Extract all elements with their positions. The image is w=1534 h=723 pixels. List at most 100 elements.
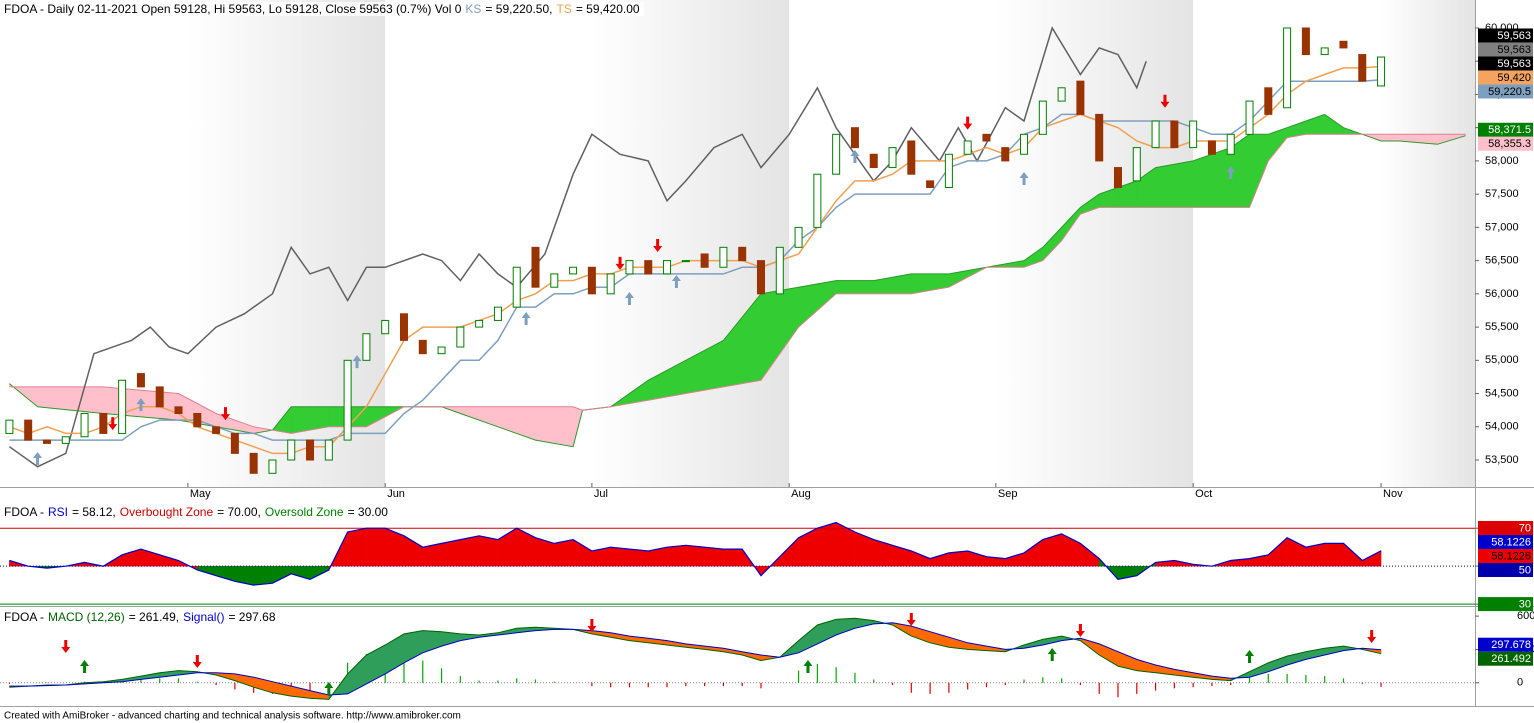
candle <box>306 439 315 461</box>
sell-arrow <box>61 640 71 653</box>
header-part: = 261.49, <box>128 610 180 624</box>
rsi-fill <box>441 539 461 567</box>
candle <box>1132 147 1141 182</box>
footer: Created with AmiBroker - advanced charti… <box>4 711 461 722</box>
candle <box>381 319 390 335</box>
rsi-header: FDOA - RSI = 58.12, Overbought Zone = 70.00,… <box>4 505 392 519</box>
buy-arrow <box>1226 166 1236 180</box>
candle <box>249 452 258 474</box>
sell-arrow <box>1160 94 1170 108</box>
price-tag-label: 59,220.5 <box>1488 86 1531 98</box>
y-tick-label: 57,500 <box>1485 188 1519 200</box>
buy-arrow <box>136 398 146 412</box>
price-tag <box>1478 651 1533 666</box>
x-tick-label: Sep <box>998 488 1018 500</box>
candle <box>1113 167 1122 189</box>
candle <box>61 436 70 444</box>
candle <box>794 226 803 248</box>
candle <box>1020 133 1029 155</box>
candle <box>888 147 897 169</box>
price-tag-label: 59,563 <box>1497 58 1531 70</box>
candle <box>1264 87 1273 115</box>
header-part: Overbought Zone <box>119 505 214 519</box>
candle <box>1057 87 1066 102</box>
sell-arrow <box>653 238 663 252</box>
rsi-fill <box>704 546 724 567</box>
candle <box>663 260 672 275</box>
sell-arrow <box>220 407 230 421</box>
candle <box>681 260 690 263</box>
sell-arrow <box>108 417 118 431</box>
price-tag-label: 59,563 <box>1497 30 1531 42</box>
buy-arrow <box>521 312 531 326</box>
header-part: FDOA - <box>4 610 45 624</box>
y-tick-label: 60,000 <box>1485 22 1519 34</box>
header-part: = 58.12, <box>72 505 116 519</box>
candle <box>493 306 502 321</box>
header-part: FDOA - Daily 02-11-2021 Open 59128, Hi 5… <box>4 2 462 16</box>
rsi-fill <box>629 548 649 567</box>
x-tick-label: Jun <box>387 488 405 500</box>
cloud-segment <box>835 280 874 295</box>
candle <box>625 260 634 275</box>
candle <box>756 260 765 295</box>
candle <box>99 412 108 434</box>
candle <box>287 439 296 461</box>
x-tick-label: May <box>190 488 211 500</box>
candle <box>907 140 916 175</box>
price-tag <box>1478 136 1533 151</box>
candle <box>869 153 878 169</box>
candle <box>118 379 127 434</box>
price-tag-label: 70 <box>1519 522 1531 534</box>
y-tick-label: 56,000 <box>1485 288 1519 300</box>
candle <box>399 313 408 341</box>
candle <box>475 319 484 328</box>
candle <box>775 246 784 295</box>
candle <box>963 140 972 155</box>
buy-arrow <box>850 150 860 164</box>
candle <box>926 180 935 189</box>
sell-arrow <box>963 116 973 130</box>
candle <box>5 419 14 434</box>
span-b-line <box>9 133 1466 434</box>
price-tag-label: 297.678 <box>1491 639 1531 651</box>
candle <box>606 273 615 295</box>
candle <box>1207 140 1216 155</box>
candle <box>738 246 747 262</box>
indicator-line <box>8 26 1147 468</box>
candle <box>1320 47 1329 56</box>
candle <box>813 173 822 228</box>
price-tag <box>1478 28 1533 43</box>
price-tag-label: 30 <box>1519 599 1531 611</box>
price-tag-label: 59,420 <box>1497 72 1531 84</box>
price-tag <box>1478 42 1533 57</box>
price-tag-label: 58.1226 <box>1491 536 1531 548</box>
month-band <box>995 0 1194 487</box>
sell-arrow <box>1075 624 1085 637</box>
candle <box>42 439 51 444</box>
header-part: KS <box>465 2 482 16</box>
price-tag <box>1478 548 1533 563</box>
header-part: RSI <box>48 505 69 519</box>
buy-arrow <box>1245 650 1255 663</box>
rsi-line <box>9 521 1382 586</box>
header-part: = 70.00, <box>217 505 261 519</box>
buy-arrow <box>80 660 90 673</box>
price-tag <box>1478 122 1533 137</box>
rsi-fill <box>554 539 574 567</box>
candle <box>531 246 540 288</box>
candle <box>362 333 371 361</box>
buy-arrow <box>1047 648 1057 661</box>
y-tick-label: 600 <box>1517 610 1534 622</box>
signal-line <box>9 622 1382 696</box>
header-part: = 297.68 <box>228 610 276 624</box>
candle <box>944 153 953 189</box>
cloud-segment <box>1155 160 1194 208</box>
candle <box>550 273 559 288</box>
rsi-fill <box>460 535 480 567</box>
header-part: Oversold Zone <box>264 505 344 519</box>
candle <box>343 359 352 441</box>
y-tick-label: 57,000 <box>1485 221 1519 233</box>
